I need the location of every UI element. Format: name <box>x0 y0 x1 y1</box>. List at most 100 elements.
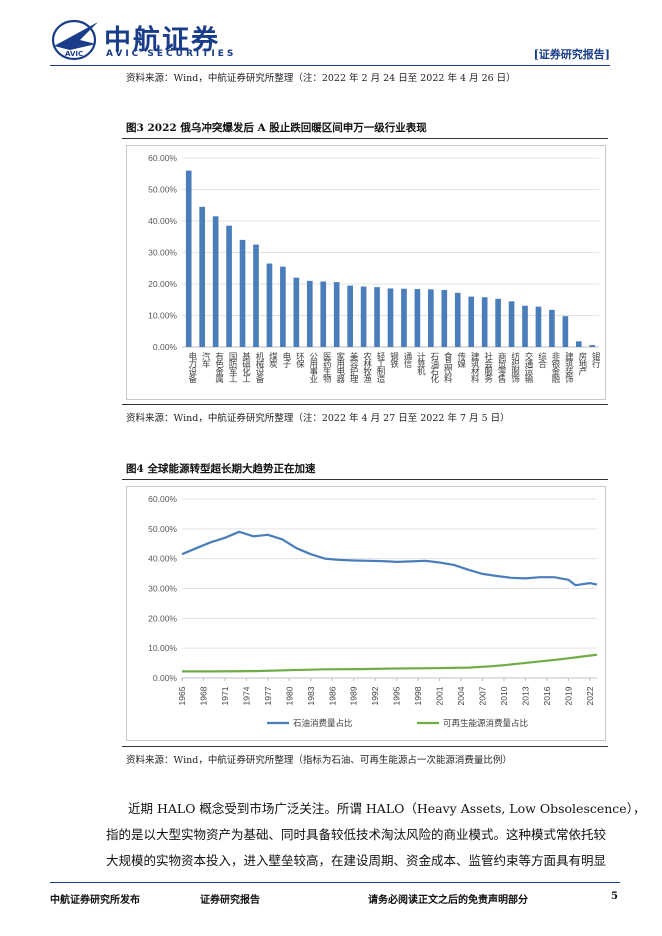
fig3-category-label: 银行 <box>590 351 600 369</box>
fig3-ytick-label: 30.00% <box>148 248 177 258</box>
fig4-xtick-label: 1986 <box>327 686 337 705</box>
fig3-category-label: 农林牧渔 <box>362 351 372 383</box>
fig3-category-label: 国防军工 <box>227 352 237 383</box>
fig4-xtick-label: 2007 <box>478 686 488 705</box>
fig3-bar <box>320 281 327 347</box>
fig3-category-label: 轻工制造 <box>375 351 385 384</box>
page-header: AVIC 中航证券 AVIC SECURITIES [证券研究报告] <box>50 16 610 66</box>
fig3-bar <box>253 244 259 347</box>
fig3-bar <box>226 225 232 347</box>
fig4-legend-label: 可再生能源消费量占比 <box>443 718 528 729</box>
fig3-category-label: 建筑材料 <box>469 351 479 384</box>
fig3-category-label: 传媒 <box>456 351 466 369</box>
page-footer: 中航证券研究所发布 证券研究报告 请务必阅读正文之后的免责声明部分 5 <box>50 882 620 912</box>
logo-badge: AVIC <box>65 50 83 58</box>
fig3-category-label: 医药生物 <box>321 352 331 384</box>
fig3-category-label: 石油石化 <box>429 352 439 384</box>
fig3-category-label: 煤炭 <box>267 351 277 369</box>
fig4-series-line-2 <box>182 653 598 673</box>
fig3-bar <box>535 306 542 347</box>
fig3-bar <box>441 289 448 347</box>
fig3-ytick-label: 20.00% <box>148 279 177 289</box>
fig4-series-line-1 <box>181 530 598 587</box>
footer-disclaimer: 请务必阅读正文之后的免责声明部分 <box>368 895 528 906</box>
fig4-xtick-label: 1995 <box>392 686 402 705</box>
fig3-category-label: 建筑装饰 <box>563 351 573 384</box>
fig3-category-label: 交通运输 <box>523 351 533 384</box>
logo-text-cn: 中航证券 <box>104 25 220 56</box>
fig3-bar <box>280 266 286 347</box>
fig4-ytick-label: 10.00% <box>148 643 177 653</box>
fig3-bar <box>266 263 273 347</box>
fig4-ytick-label: 30.00% <box>148 584 177 594</box>
fig4-xtick-label: 1992 <box>370 686 380 705</box>
fig4-xtick-label: 2019 <box>563 686 573 705</box>
figure4-title: 图4 全球能源转型超长期大趋势正在加速 <box>126 463 316 475</box>
fig3-category-label: 基础化工 <box>241 351 251 383</box>
fig4-xtick-label: 1998 <box>413 686 423 705</box>
figure3-bottom-rule <box>122 404 608 405</box>
fig3-bar <box>374 287 380 347</box>
fig3-bar <box>306 280 313 347</box>
fig3-category-label: 电子 <box>281 351 291 368</box>
top-source-note: 资料来源：Wind，中航证券研究所整理（注：2022 年 2 月 24 日至 2… <box>126 73 516 84</box>
fig3-category-label: 环保 <box>294 352 304 369</box>
figure3-svg: 60.00% 50.00% 40.00% 30.00% 20.00% 10.00% 0.00… <box>148 153 600 384</box>
body-line-1: 近期 HALO 概念受到市场广泛关注。所谓 HALO（Heavy Assets,… <box>128 801 646 816</box>
figure3-title: 图3 2022 俄乌冲突爆发后 A 股止跌回暖区间申万一级行业表现 <box>126 122 427 134</box>
fig3-category-label: 房地产 <box>577 351 587 376</box>
fig3-category-label: 家用电器 <box>335 351 345 384</box>
fig4-ytick-label: 60.00% <box>148 494 177 504</box>
fig3-category-label: 社会服务 <box>483 351 493 384</box>
fig3-bar <box>562 316 569 347</box>
fig3-bar <box>347 285 353 347</box>
figure3-chart: 60.00% 50.00% 40.00% 30.00% 20.00% 10.00% 0.00… <box>126 145 606 400</box>
footer-page-number: 5 <box>611 891 618 902</box>
fig3-bar <box>481 297 488 347</box>
fig4-ytick-label: 0.00% <box>153 673 178 683</box>
fig4-ytick-label: 40.00% <box>148 554 177 564</box>
fig3-ytick-label: 60.00% <box>148 153 177 163</box>
fig3-category-label: 非银金融 <box>550 351 560 384</box>
fig3-category-label: 纺织服饰 <box>510 351 520 384</box>
fig3-bar <box>549 309 555 347</box>
fig3-ytick-label: 10.00% <box>148 311 177 321</box>
report-type-tag: [证券研究报告] <box>533 48 610 61</box>
fig3-bar <box>401 288 407 347</box>
fig3-category-label: 电力设备 <box>187 351 197 384</box>
fig3-bar <box>495 298 501 347</box>
fig3-category-label: 有色金属 <box>214 351 224 384</box>
fig4-xtick-label: 2016 <box>542 686 552 705</box>
figure4-svg: 60.00% 50.00% 40.00% 30.00% 20.00% 10.00% 0.00… <box>148 494 598 729</box>
fig3-category-label: 通信 <box>402 351 412 369</box>
fig3-bar <box>589 345 596 347</box>
fig3-ytick-label: 50.00% <box>148 185 177 195</box>
fig4-xtick-label: 1983 <box>306 686 316 705</box>
fig4-xtick-label: 1965 <box>177 686 187 705</box>
fig3-bar <box>199 206 206 347</box>
fig3-ytick-label: 0.00% <box>153 342 178 352</box>
figure4-bottom-rule <box>122 746 608 747</box>
body-paragraph: 近期 HALO 概念受到市场广泛关注。所谓 HALO（Heavy Assets,… <box>106 796 645 876</box>
fig3-bar <box>333 282 340 347</box>
fig3-bar <box>468 296 475 347</box>
fig4-xtick-label: 1968 <box>198 686 208 705</box>
fig4-xtick-label: 2001 <box>435 686 445 705</box>
fig3-bar <box>522 305 528 347</box>
fig3-ytick-label: 40.00% <box>148 216 177 226</box>
fig4-xtick-label: 1974 <box>241 686 251 705</box>
fig4-xtick-label: 1989 <box>349 686 359 705</box>
figure4-chart: 60.00% 50.00% 40.00% 30.00% 20.00% 10.00% 0.00… <box>126 486 606 741</box>
fig3-bar <box>212 216 219 347</box>
fig3-bar <box>508 301 515 347</box>
fig3-bar <box>454 292 461 347</box>
fig3-category-label: 商贸零售 <box>496 351 506 384</box>
figure4-top-rule <box>122 479 608 480</box>
fig3-category-label: 食品饮料 <box>442 351 452 384</box>
avic-logo: AVIC 中航证券 AVIC SECURITIES <box>50 16 270 62</box>
fig3-bar <box>414 289 421 347</box>
fig3-category-label: 美容护理 <box>348 351 358 383</box>
fig4-xtick-label: 2004 <box>456 686 466 705</box>
fig4-xtick-label: 1971 <box>220 686 230 705</box>
fig3-category-label: 综合 <box>536 351 546 369</box>
